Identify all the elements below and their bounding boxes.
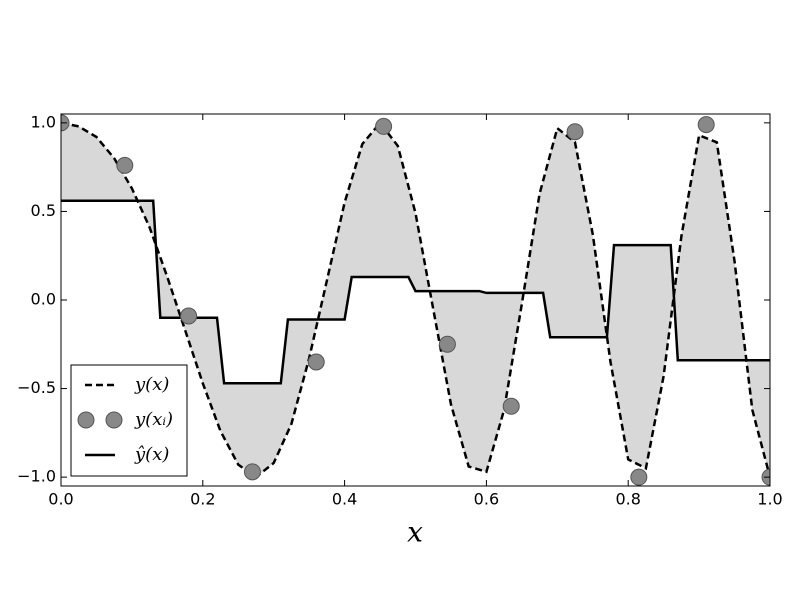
plot-area [61, 114, 770, 486]
sample-marker [307, 353, 325, 371]
x-tick-label: 0.0 [48, 490, 73, 509]
sample-marker [438, 335, 456, 353]
y-tick-label: −1.0 [17, 467, 56, 486]
y-tick-label: 0.5 [31, 201, 56, 220]
true-curve [61, 120, 770, 479]
sample-marker [116, 156, 134, 174]
sample-marker [243, 463, 261, 481]
legend-label: ŷ(x) [134, 444, 169, 465]
x-axis-label: x [407, 516, 423, 549]
x-tick-label: 0.2 [190, 490, 215, 509]
sample-marker [697, 116, 715, 134]
x-tick-label: 0.6 [474, 490, 499, 509]
sample-marker [630, 468, 648, 486]
sample-marker [77, 411, 95, 429]
x-tick-label: 0.8 [615, 490, 640, 509]
error-fill [61, 122, 770, 478]
sample-marker [502, 397, 520, 415]
sample-marker [180, 307, 198, 325]
legend-label: y(x) [134, 374, 169, 395]
y-tick-label: 0.0 [31, 290, 56, 309]
sample-marker [105, 411, 123, 429]
y-tick-label: 1.0 [31, 112, 56, 131]
legend-label: y(xᵢ) [134, 409, 173, 430]
x-tick-label: 1.0 [757, 490, 782, 509]
sample-marker [375, 117, 393, 135]
approx-line [61, 199, 770, 385]
sample-marker [566, 123, 584, 141]
y-tick-label: −0.5 [17, 378, 56, 397]
x-tick-label: 0.4 [332, 490, 357, 509]
